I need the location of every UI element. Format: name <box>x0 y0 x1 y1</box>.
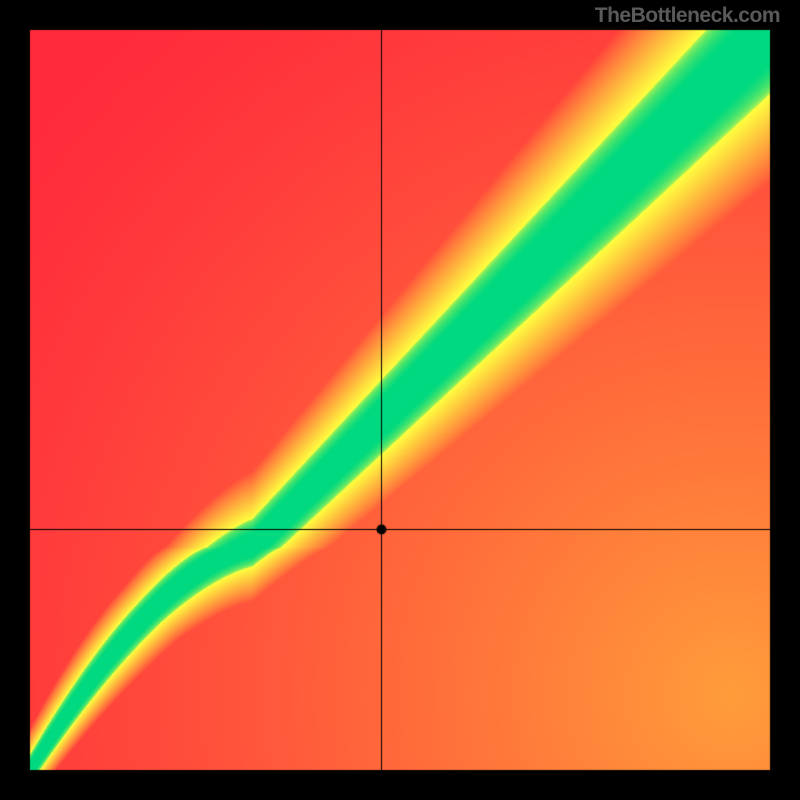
watermark-text: TheBottleneck.com <box>595 4 780 28</box>
heatmap-canvas <box>0 0 800 800</box>
bottleneck-chart-container: TheBottleneck.com <box>0 0 800 800</box>
